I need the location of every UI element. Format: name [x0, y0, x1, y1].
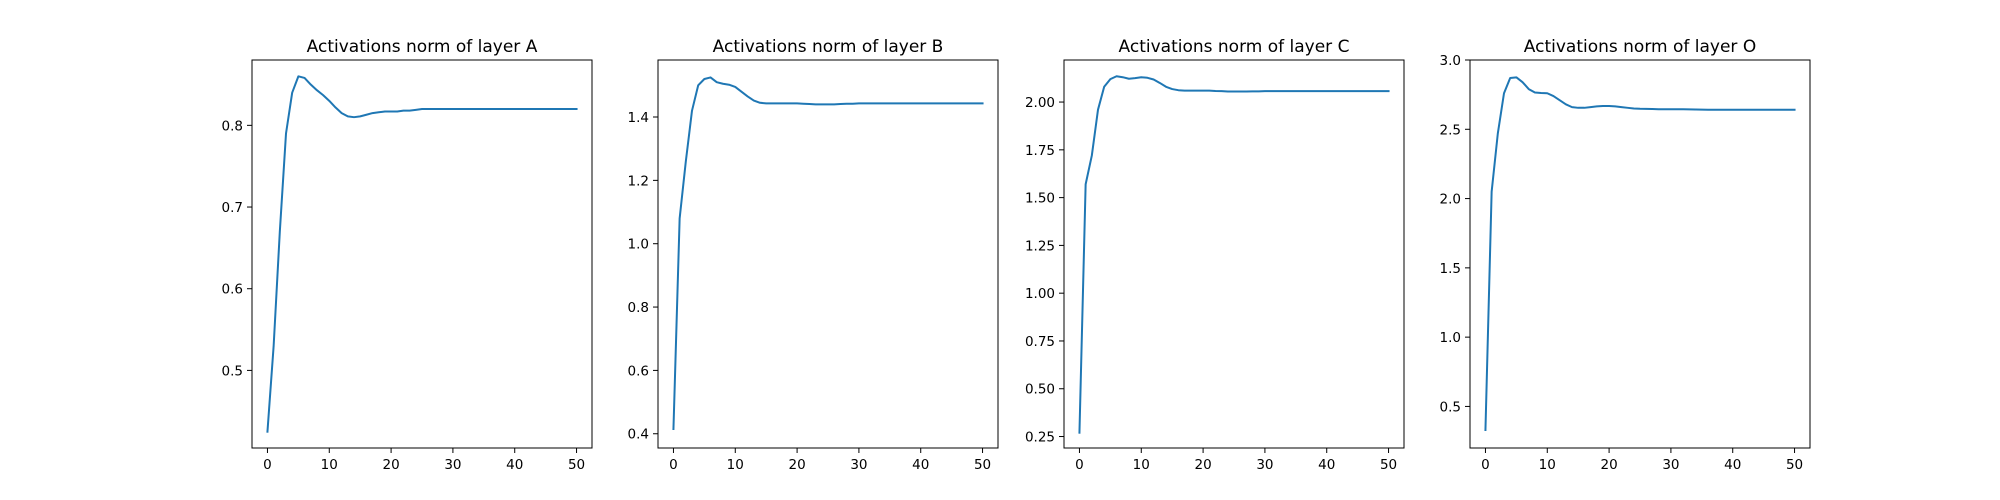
y-tick-label: 0.75 [1025, 334, 1055, 350]
x-tick-label: 10 [321, 457, 338, 473]
x-tick-label: 30 [1662, 457, 1679, 473]
y-tick-label: 2.0 [1440, 192, 1461, 208]
chart-panel-2: Activations norm of layer C 0 10 20 30 40 50 0.… [1025, 37, 1405, 473]
chart-panel-3: Activations norm of layer O 0 10 20 30 40 50 0.… [1440, 37, 1811, 473]
x-tick-label: 20 [1600, 457, 1617, 473]
x-tick-label: 10 [727, 457, 744, 473]
series-line [672, 76, 984, 431]
y-tick-label: 1.75 [1025, 143, 1055, 159]
x-tick-label: 50 [1380, 457, 1397, 473]
x-tick-label: 40 [1724, 457, 1741, 473]
y-tick-label: 0.8 [628, 300, 649, 316]
chart-panel-0: Activations norm of layer A 0 10 20 30 40 50 0.… [222, 37, 593, 473]
y-tick-label: 1.00 [1025, 286, 1055, 302]
chart-panel-1: Activations norm of layer B 0 10 20 30 40 50 0.… [628, 37, 999, 473]
axes-frame [657, 59, 999, 449]
x-tick-label: 0 [263, 457, 272, 473]
x-tick-label: 0 [1075, 457, 1084, 473]
y-tick-label: 0.5 [222, 363, 243, 379]
y-tick-label: 1.25 [1025, 238, 1055, 254]
x-tick-label: 10 [1539, 457, 1556, 473]
series-line [1078, 75, 1390, 434]
x-tick-label: 30 [850, 457, 867, 473]
x-tick-label: 40 [506, 457, 523, 473]
series-line [1484, 76, 1796, 432]
y-tick-label: 0.4 [628, 427, 649, 443]
y-tick-label: 1.0 [628, 237, 649, 253]
y-tick-label: 1.0 [1440, 330, 1461, 346]
x-tick-label: 10 [1133, 457, 1150, 473]
series-line [266, 75, 578, 433]
chart-title: Activations norm of layer O [1524, 37, 1756, 57]
x-tick-label: 40 [912, 457, 929, 473]
axes-frame [1063, 59, 1405, 449]
x-tick-label: 50 [1786, 457, 1803, 473]
y-tick-label: 0.6 [628, 363, 649, 379]
x-tick-label: 20 [1194, 457, 1211, 473]
axes-frame [251, 59, 593, 449]
chart-title: Activations norm of layer C [1119, 37, 1350, 57]
x-tick-label: 0 [1481, 457, 1490, 473]
x-tick-label: 40 [1318, 457, 1335, 473]
y-tick-label: 3.0 [1440, 53, 1461, 69]
y-tick-label: 1.50 [1025, 191, 1055, 207]
y-tick-label: 2.00 [1025, 95, 1055, 111]
y-tick-label: 1.2 [628, 173, 649, 189]
y-tick-label: 1.4 [628, 110, 649, 126]
x-tick-label: 0 [669, 457, 678, 473]
x-tick-label: 30 [1256, 457, 1273, 473]
x-tick-label: 50 [568, 457, 585, 473]
chart-title: Activations norm of layer B [713, 37, 944, 57]
y-tick-label: 0.6 [222, 282, 243, 298]
x-tick-label: 30 [444, 457, 461, 473]
y-tick-label: 0.25 [1025, 430, 1055, 446]
y-tick-label: 0.5 [1440, 399, 1461, 415]
x-tick-label: 20 [382, 457, 399, 473]
x-tick-label: 20 [788, 457, 805, 473]
y-tick-label: 0.7 [222, 200, 243, 216]
y-tick-label: 2.5 [1440, 122, 1461, 138]
axes-frame [1469, 59, 1811, 449]
x-tick-label: 50 [974, 457, 991, 473]
y-tick-label: 0.8 [222, 118, 243, 134]
chart-title: Activations norm of layer A [307, 37, 538, 57]
y-tick-label: 1.5 [1440, 261, 1461, 277]
y-tick-label: 0.50 [1025, 382, 1055, 398]
